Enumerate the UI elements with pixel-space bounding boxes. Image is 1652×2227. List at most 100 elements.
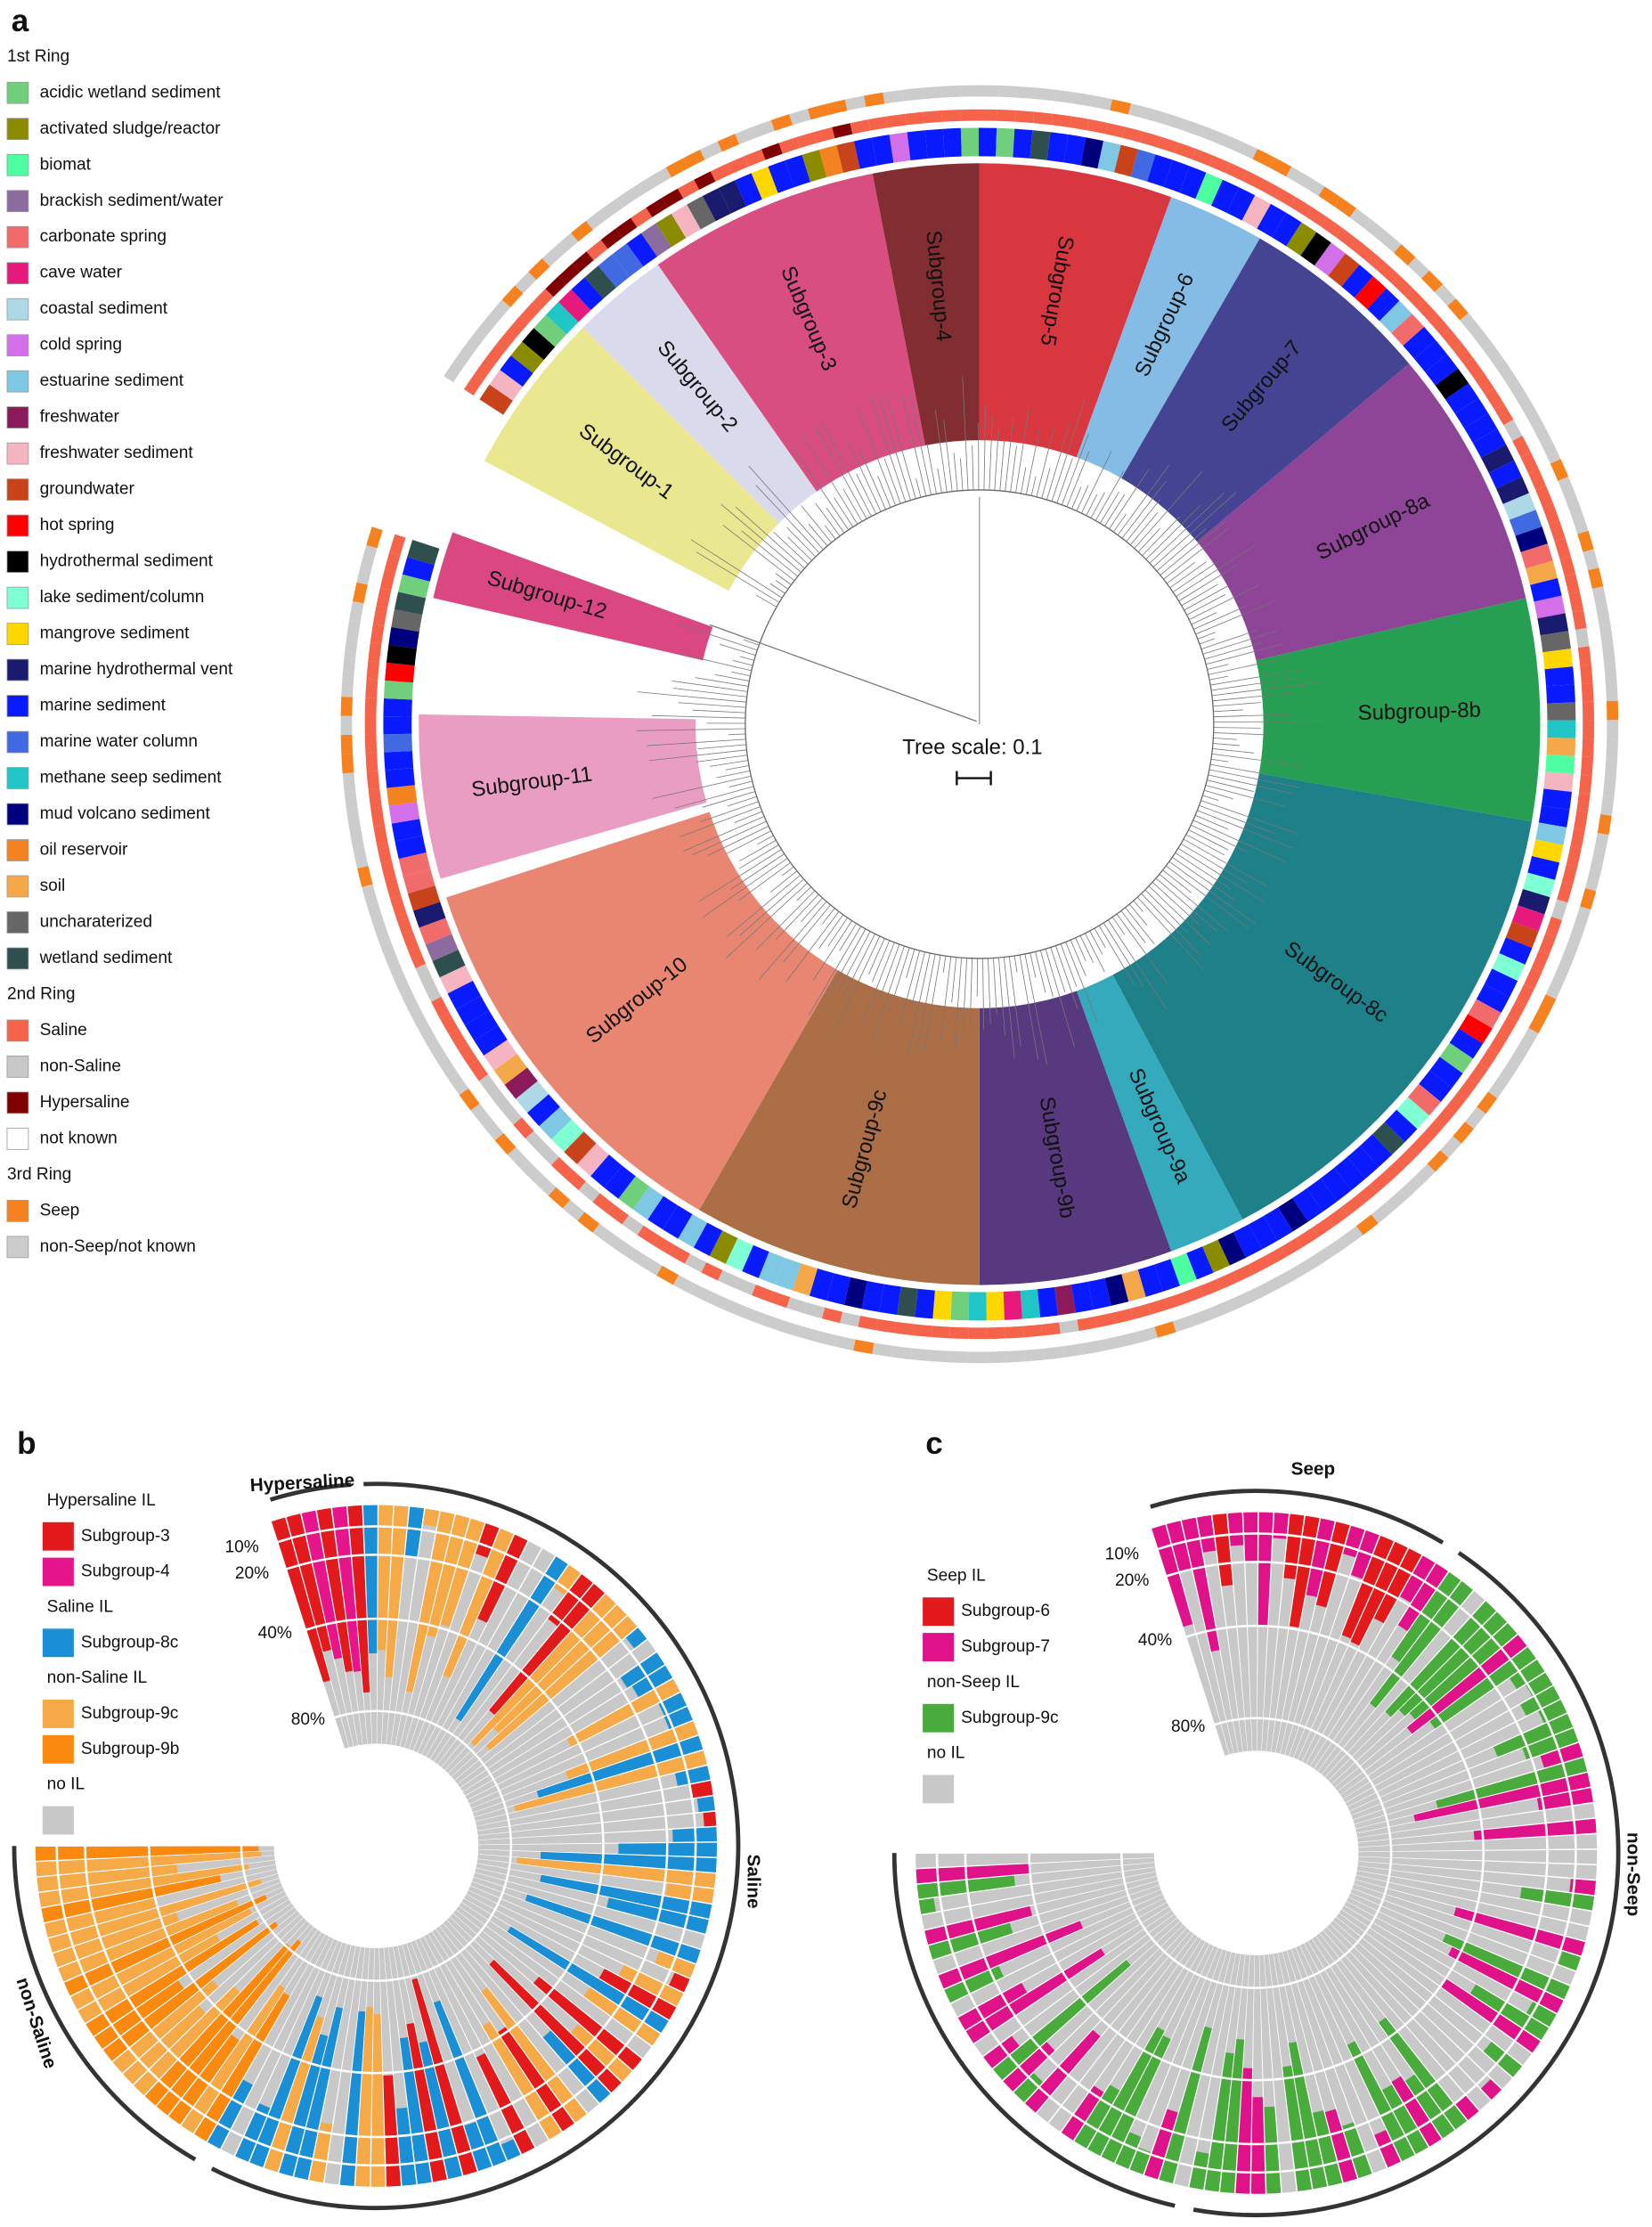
ring2-segment: [1545, 917, 1563, 938]
tree-branch: [691, 820, 767, 856]
bar-background: [470, 1881, 696, 1978]
ring3-segment: [1413, 1163, 1436, 1186]
tree-branch: [1212, 692, 1294, 702]
bar-background: [1115, 1946, 1218, 2169]
ring3-segment: [1035, 87, 1056, 102]
ring2-segment: [727, 156, 749, 175]
ring1-segment: [598, 254, 631, 288]
ring3-segment: [1493, 358, 1515, 381]
legend-swatch: [42, 1557, 74, 1587]
tree-branch: [700, 801, 759, 822]
tree-branch: [1208, 769, 1300, 788]
ring3-segment: [826, 99, 848, 115]
tree-branch: [1080, 450, 1112, 514]
ring1-segment: [725, 1237, 753, 1272]
tree-branch: [1180, 843, 1248, 884]
tree-branch: [842, 488, 863, 522]
ring2-segment: [840, 1311, 860, 1327]
tree-branch: [1213, 702, 1261, 707]
bar-segment: [1181, 1517, 1220, 1652]
legend-label: wetland sediment: [39, 949, 173, 967]
ring3-segment: [362, 884, 378, 906]
ring1-segment: [1070, 1281, 1094, 1313]
ring3-segment: [1574, 906, 1591, 928]
ring2-segment: [949, 1326, 969, 1340]
ring2-segment: [923, 110, 943, 124]
ring3-segment: [1286, 167, 1309, 186]
legend-swatch: [923, 1597, 955, 1627]
legend-swatch: [6, 551, 29, 573]
ring3-segment: [649, 167, 671, 187]
legend-swatch: [6, 586, 29, 609]
bar-background: [406, 1942, 492, 2172]
ring2-segment: [1104, 122, 1126, 138]
legend-swatch: [6, 514, 29, 537]
tree-branch: [801, 897, 823, 923]
ring3-segment: [418, 1024, 438, 1047]
ring2-segment: [1147, 1298, 1169, 1315]
tree-branch: [1209, 675, 1229, 681]
tree-branch: [785, 911, 840, 982]
ring3-segment: [562, 1199, 585, 1221]
ring2-segment: [761, 143, 783, 160]
ring1-segment: [403, 869, 435, 894]
ring3-segment: [1340, 1226, 1363, 1247]
tree-branch: [1129, 511, 1159, 546]
ring2-segment: [668, 1244, 691, 1264]
ring3-segment: [1269, 157, 1292, 177]
tree-branch: [1117, 464, 1170, 535]
ring3-segment: [1421, 270, 1444, 292]
ring3-segment: [656, 1265, 680, 1285]
ring2-segment: [803, 1302, 826, 1319]
ring1-segment: [1020, 1289, 1041, 1319]
tree-branch: [775, 580, 789, 590]
ring2-segment: [678, 179, 700, 199]
ring1-segment: [1407, 1083, 1441, 1116]
tree-branch: [1212, 743, 1240, 746]
ring3-segment: [1190, 1309, 1213, 1326]
bar-segment: [1282, 2065, 1312, 2191]
ring3-segment: [534, 1174, 557, 1196]
tree-branch: [707, 826, 769, 856]
ring2-segment: [1512, 436, 1531, 458]
ring2-segment: [905, 111, 924, 126]
radial-tick-label: 20%: [235, 1564, 269, 1583]
bar-background: [1356, 1788, 1593, 1838]
ring3-segment: [1524, 407, 1544, 430]
bar-background: [386, 1506, 425, 1745]
tree-branch: [1186, 594, 1226, 616]
ring2-segment: [1069, 116, 1089, 131]
ring1-segment: [1468, 999, 1501, 1029]
ring2-segment: [1429, 314, 1451, 337]
ring2-segment: [1327, 1206, 1349, 1228]
ring1-segment: [1186, 1246, 1214, 1280]
tree-branch: [1104, 494, 1126, 526]
ring1-segment: [843, 1277, 867, 1309]
ring1-segment: [484, 1040, 517, 1071]
tree-branch: [1136, 896, 1205, 971]
ring2-segment: [1531, 950, 1550, 973]
legend-swatch: [6, 153, 29, 176]
ring1-segment: [1233, 1224, 1262, 1258]
ring2-segment: [1059, 1319, 1079, 1334]
figure-body: a 1st Ring acidic wetland sediment activate…: [6, 4, 1644, 2218]
bar-segment: [1289, 1515, 1320, 1628]
bar-segment: [1220, 2038, 1245, 2193]
ring1-segment: [1104, 1274, 1129, 1306]
bar-background: [950, 1898, 1168, 2017]
tree-branch: [1107, 919, 1168, 1010]
tree-branch: [725, 765, 750, 771]
ring1-segment: [1292, 1188, 1323, 1222]
ring1-segment: [1547, 720, 1576, 738]
tree-branch: [862, 942, 895, 1025]
bar-segment: [566, 1678, 680, 1747]
legend-label: estuarine sediment: [40, 371, 184, 390]
bar-segment: [1373, 1548, 1422, 1624]
ring3-segment: [672, 1275, 696, 1294]
ring3-segment: [1558, 476, 1576, 499]
tree-branch: [1199, 804, 1275, 834]
tree-backbone: [745, 489, 1215, 959]
panel-label: b: [17, 1426, 36, 1461]
tree-branch: [1094, 927, 1106, 949]
ring1-segment: [1488, 460, 1522, 489]
